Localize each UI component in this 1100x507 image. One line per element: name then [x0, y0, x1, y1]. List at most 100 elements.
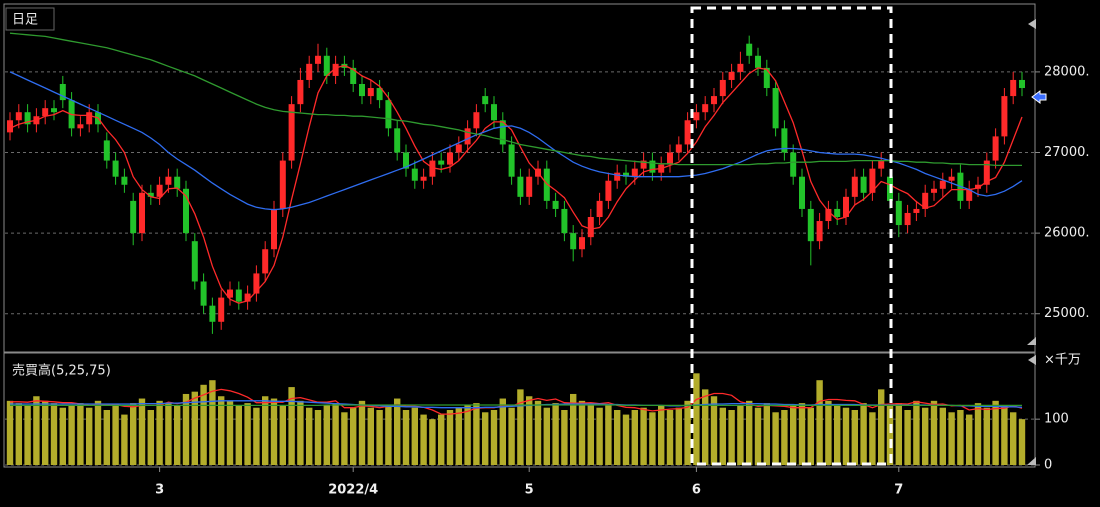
candle-body [939, 180, 946, 189]
volume-bar [842, 407, 850, 465]
volume-bar [895, 403, 902, 465]
candle-body [271, 208, 277, 250]
volume-bar [6, 400, 14, 465]
candle-body [262, 249, 269, 274]
candle-body [755, 55, 761, 68]
volume-bar [561, 410, 568, 465]
candle-body [103, 140, 110, 161]
candle-body [992, 136, 999, 161]
resize-icon [1027, 337, 1036, 345]
volume-bar [534, 400, 542, 465]
candle-body [332, 63, 339, 76]
candle-body [315, 55, 321, 64]
volume-bar [226, 400, 234, 465]
volume-bar [737, 405, 744, 465]
volume-bar [103, 410, 110, 465]
candle-body [552, 200, 559, 209]
volume-bar [974, 403, 982, 465]
volume-bar [112, 405, 119, 465]
candle-body [253, 273, 260, 294]
volume-bar [851, 410, 858, 465]
candle-body [156, 184, 163, 197]
volume-bar [200, 384, 207, 465]
volume-bar [596, 407, 603, 465]
chart-title: 日足 [12, 13, 38, 28]
volume-bar [420, 414, 427, 465]
volume-bar [710, 396, 718, 465]
moving-average-line [9, 71, 1023, 211]
volume-bar [631, 410, 638, 465]
volume-bar [860, 403, 867, 465]
candle-body [112, 160, 119, 177]
candle-body [1001, 96, 1008, 137]
candle-body [693, 112, 700, 121]
x-tick-label: 3 [155, 483, 164, 498]
volume-bar [508, 407, 515, 465]
candle-body [931, 188, 937, 193]
y-tick-label: 26000. [1044, 226, 1090, 241]
volume-bar [816, 380, 823, 465]
volume-title: 売買高(5,25,75) [12, 363, 111, 379]
volume-bar [939, 407, 946, 465]
volume-bar [473, 403, 480, 465]
volume-bar [728, 410, 735, 465]
volume-bar [209, 380, 216, 465]
candle-body [746, 43, 753, 56]
candle-body [895, 200, 902, 226]
volume-bar [394, 398, 401, 465]
candle-body [807, 208, 814, 242]
candle-body [139, 192, 145, 234]
candle-body [851, 176, 858, 197]
candle-body [860, 176, 867, 193]
volume-bar [350, 407, 357, 465]
candle-body [323, 55, 330, 76]
candle-body [763, 67, 770, 89]
candle-body [227, 289, 233, 298]
volume-bar [675, 407, 682, 465]
volume-bar [948, 412, 955, 465]
volume-bar [702, 389, 709, 465]
volume-bar [966, 414, 973, 465]
moving-average-line [9, 32, 1022, 167]
candle-body [235, 289, 242, 302]
candle-body [420, 176, 427, 181]
volume-bar [886, 405, 894, 465]
volume-bar [86, 407, 93, 465]
volume-bar [746, 400, 753, 465]
candle-body [596, 200, 603, 217]
volume-bar [138, 398, 146, 465]
candle-body [147, 192, 154, 197]
candle-body [359, 83, 365, 97]
candle-body [781, 128, 788, 153]
candle-body [385, 100, 392, 129]
candle-body [447, 152, 453, 165]
volume-bar [358, 400, 366, 465]
volume-bar [614, 410, 621, 465]
volume-bar [904, 410, 911, 465]
candle-body [288, 104, 295, 161]
y-tick-label: 0 [1044, 458, 1052, 473]
volume-bar [24, 405, 31, 465]
volume-bar [244, 403, 251, 465]
candle-body [579, 237, 585, 250]
candle-body [1010, 79, 1017, 97]
volume-bar [218, 396, 225, 465]
volume-bar [957, 410, 964, 465]
x-tick-label: 2022/4 [328, 483, 378, 498]
candle-body [473, 112, 480, 129]
candle-body [438, 160, 445, 165]
volume-bar [174, 405, 181, 465]
candle-body [42, 108, 49, 117]
candle-body [922, 192, 929, 209]
volume-bar [464, 405, 471, 465]
volume-bar [790, 405, 797, 465]
candle-body [799, 176, 805, 209]
volume-bar [306, 407, 313, 465]
volume-bar [121, 414, 128, 465]
candle-body [130, 200, 137, 234]
candle-body [623, 172, 629, 177]
candle-body [825, 208, 832, 222]
y-tick-label: 100 [1044, 412, 1069, 427]
candle-body [482, 96, 489, 105]
volume-bar [270, 398, 278, 465]
